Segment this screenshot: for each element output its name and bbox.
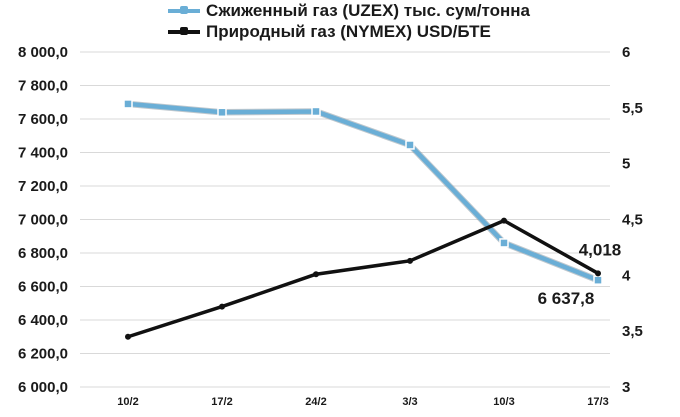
right-axis-tick-label: 3 [622, 379, 630, 396]
x-axis-tick-label: 10/3 [493, 396, 514, 408]
right-axis-tick-label: 4 [622, 267, 631, 284]
left-axis-tick-label: 6 000,0 [18, 379, 68, 396]
series-line [127, 218, 599, 339]
left-axis-tick-label: 8 000,0 [18, 44, 68, 61]
data-point [405, 140, 415, 150]
data-point [501, 217, 507, 224]
x-axis-tick-label: 10/2 [117, 396, 138, 408]
series-line [127, 101, 599, 283]
data-point [595, 270, 601, 277]
left-axis-tick-label: 6 400,0 [18, 312, 68, 329]
x-axis-tick-label: 24/2 [305, 396, 326, 408]
left-axis-tick-label: 7 200,0 [18, 178, 68, 195]
legend-label-natural-gas: Природный газ (NYMEX) USD/БТЕ [206, 21, 491, 41]
data-point [313, 271, 319, 278]
left-axis-tick-label: 7 400,0 [18, 145, 68, 162]
data-point [125, 333, 131, 340]
left-axis-tick-label: 6 800,0 [18, 245, 68, 262]
left-axis-tick-label: 7 000,0 [18, 212, 68, 229]
legend-item-lpg: Сжиженный газ (UZEX) тыс. сум/тонна [168, 0, 530, 21]
left-axis-tick-label: 7 600,0 [18, 111, 68, 128]
data-point [123, 99, 133, 109]
right-axis-tick-label: 6 [622, 44, 630, 61]
legend: Сжиженный газ (UZEX) тыс. сум/тонна Прир… [168, 0, 530, 42]
x-axis-tick-label: 17/3 [587, 396, 608, 408]
data-label: 6 637,8 [538, 289, 595, 308]
data-point [593, 275, 603, 285]
legend-label-lpg: Сжиженный газ (UZEX) тыс. сум/тонна [206, 0, 531, 20]
data-point [217, 107, 227, 118]
data-point [311, 106, 321, 117]
left-axis-tick-label: 6 600,0 [18, 279, 68, 296]
right-axis-tick-label: 5,5 [622, 100, 643, 117]
x-axis-tick-label: 17/2 [211, 396, 232, 408]
legend-swatch-lpg [168, 5, 200, 14]
right-axis-tick-label: 4,5 [622, 212, 643, 229]
data-label: 4,018 [579, 240, 622, 259]
left-axis-tick-label: 6 200,0 [18, 346, 68, 363]
right-axis-tick-label: 3,5 [622, 323, 643, 340]
legend-swatch-natural-gas [168, 26, 200, 35]
right-axis-tick-label: 5 [622, 156, 630, 173]
data-point [219, 303, 225, 310]
legend-item-natural-gas: Природный газ (NYMEX) USD/БТЕ [168, 21, 530, 42]
data-point [407, 257, 413, 264]
data-point [499, 238, 509, 248]
left-axis-tick-label: 7 800,0 [18, 78, 68, 95]
x-axis-tick-label: 3/3 [402, 396, 417, 408]
